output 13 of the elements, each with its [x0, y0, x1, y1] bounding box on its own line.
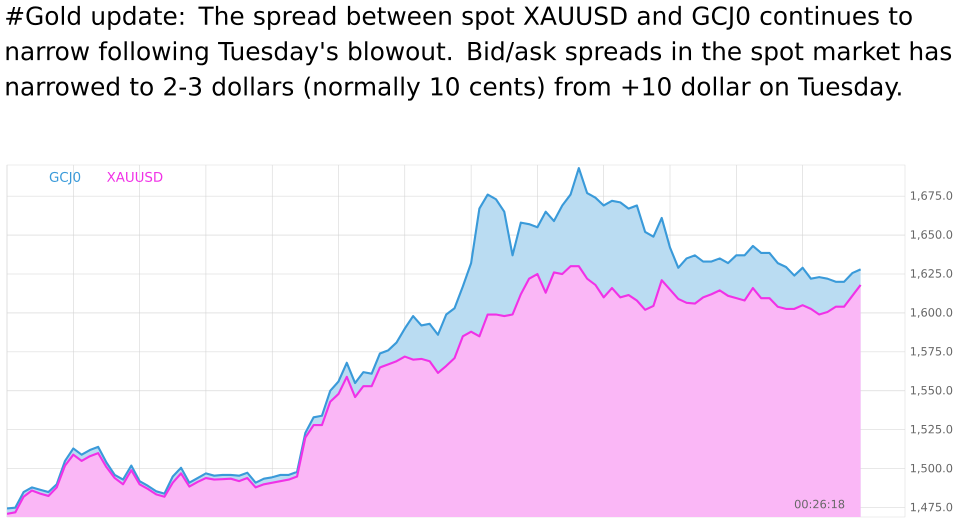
chart-title: #Gold update: The spread between spot XAUUSD and GCJ0 continues to narrow following Tuesday's blowout. Bid/ask spreads in the spot market has narrowed to 2-3 dollars (normally 10 cents) from +10 dollar on Tuesday. — [6, 6, 952, 101]
text: GCJ0 — [50, 172, 80, 184]
text: XAUUSD — [107, 172, 162, 182]
y-tick-label: 1,675.0 — [910, 191, 952, 201]
y-tick-label: 1,575.0 — [910, 346, 952, 357]
y-tick-label: 1,550.0 — [910, 386, 952, 396]
y-tick-label: 1,500.0 — [910, 464, 952, 474]
y-tick-label: 1,625.0 — [910, 269, 952, 279]
annotation: 00:26:18 — [794, 500, 844, 508]
y-tick-label: 1,600.0 — [910, 308, 952, 318]
y-tick-label: 1,525.0 — [910, 424, 952, 435]
y-tick-label: 1,650.0 — [910, 230, 952, 240]
y-tick-label: 1,475.0 — [910, 502, 952, 512]
